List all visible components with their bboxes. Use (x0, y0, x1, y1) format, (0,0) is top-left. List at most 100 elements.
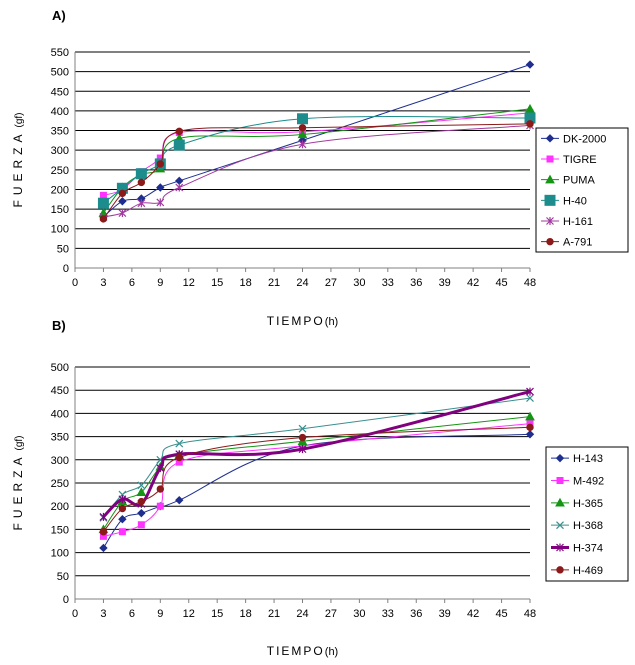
legend-marker (546, 155, 554, 163)
legend-marker (555, 497, 565, 507)
data-point (526, 423, 534, 432)
legend-item: TIGRE (541, 154, 597, 166)
x-tick-label: 42 (467, 277, 479, 289)
data-point (175, 439, 184, 448)
x-tick-label: 15 (211, 608, 223, 620)
data-point (526, 387, 534, 396)
series-line (103, 123, 531, 220)
x-tick-label: 30 (353, 608, 365, 620)
x-tick-label: 12 (183, 608, 195, 620)
legend-item: H-161 (541, 216, 593, 228)
legend-label: H-374 (573, 543, 603, 555)
data-point (173, 139, 185, 151)
x-tick-label: 6 (129, 277, 135, 289)
legend-marker (545, 174, 555, 184)
data-point (136, 487, 147, 496)
legend-box (535, 127, 629, 253)
data-point (175, 176, 184, 186)
x-tick-label: 9 (157, 277, 163, 289)
x-tick-label: 48 (524, 608, 536, 620)
y-tick-label: 300 (51, 455, 69, 467)
y-tick-label: 300 (51, 145, 69, 157)
data-point (175, 453, 183, 462)
data-point (97, 197, 109, 209)
x-tick-label: 12 (183, 277, 195, 289)
data-point (297, 113, 308, 125)
x-axis-title-main: TIEMPO (267, 644, 325, 658)
data-point (298, 433, 307, 442)
panel-label: A) (52, 8, 66, 23)
y-tick-label: 550 (51, 47, 69, 59)
data-point (137, 497, 146, 506)
x-tick-label: 18 (240, 277, 252, 289)
legend-marker (556, 477, 564, 484)
x-axis-title-unit: (h) (325, 316, 338, 328)
series-line (103, 124, 531, 218)
y-tick-label: 350 (51, 126, 69, 138)
legend-marker (555, 453, 565, 463)
legend-label: H-469 (573, 565, 603, 577)
y-tick-label: 250 (51, 165, 69, 177)
y-tick-label: 50 (57, 571, 69, 583)
data-point (156, 160, 165, 168)
y-tick-label: 200 (51, 501, 69, 513)
x-tick-label: 45 (495, 608, 507, 620)
legend-item: H-368 (551, 520, 603, 532)
x-tick-label: 3 (100, 277, 106, 289)
data-point (118, 514, 127, 524)
legend-item: M-492 (551, 476, 604, 488)
legend-item: DK-2000 (541, 133, 606, 145)
x-tick-label: 0 (72, 277, 78, 289)
x-tick-label: 33 (382, 277, 394, 289)
data-point (99, 215, 108, 223)
data-point (298, 140, 307, 149)
x-tick-label: 24 (296, 277, 308, 289)
series-H-365 (98, 411, 535, 534)
data-point (118, 189, 127, 198)
y-tick-label: 400 (51, 106, 69, 118)
legend-marker (546, 237, 554, 246)
data-point (297, 129, 308, 139)
data-point (135, 168, 147, 180)
data-point (118, 495, 127, 504)
data-point (99, 528, 108, 536)
data-point (525, 430, 535, 439)
panel-label: B) (52, 318, 66, 333)
data-point (156, 183, 165, 192)
series-A-791 (99, 120, 534, 223)
x-tick-label: 30 (353, 277, 365, 289)
x-tick-label: 0 (72, 608, 78, 620)
x-tick-label: 36 (410, 277, 422, 289)
y-tick-label: 100 (51, 548, 69, 560)
y-axis-title: FUERZA (gf) (11, 113, 25, 208)
x-tick-label: 27 (325, 277, 337, 289)
legend-item: H-374 (551, 543, 603, 555)
y-tick-label: 400 (51, 408, 69, 420)
x-axis-title: TIEMPO(h) (267, 644, 338, 658)
data-point (118, 504, 127, 513)
x-tick-label: 9 (157, 608, 163, 620)
legend-marker (556, 521, 564, 530)
data-point (99, 512, 108, 521)
legend-item: PUMA (541, 174, 595, 187)
legend-marker (556, 566, 564, 574)
data-point (525, 60, 535, 69)
x-tick-label: 42 (467, 608, 479, 620)
y-tick-label: 500 (51, 362, 69, 374)
x-tick-label: 33 (382, 608, 394, 620)
data-point (525, 103, 535, 113)
data-point (298, 124, 307, 132)
y-tick-label: 0 (63, 263, 69, 275)
series-line (103, 416, 531, 530)
x-tick-label: 27 (325, 608, 337, 620)
y-tick-label: 200 (51, 184, 69, 196)
legend-label: M-492 (573, 476, 604, 488)
legend-item: H-143 (551, 453, 603, 465)
legend-label: A-791 (563, 237, 592, 249)
y-tick-label: 0 (63, 594, 69, 606)
data-point (156, 485, 165, 493)
data-point (175, 495, 184, 505)
y-tick-label: 250 (51, 478, 69, 490)
x-tick-label: 21 (268, 277, 280, 289)
